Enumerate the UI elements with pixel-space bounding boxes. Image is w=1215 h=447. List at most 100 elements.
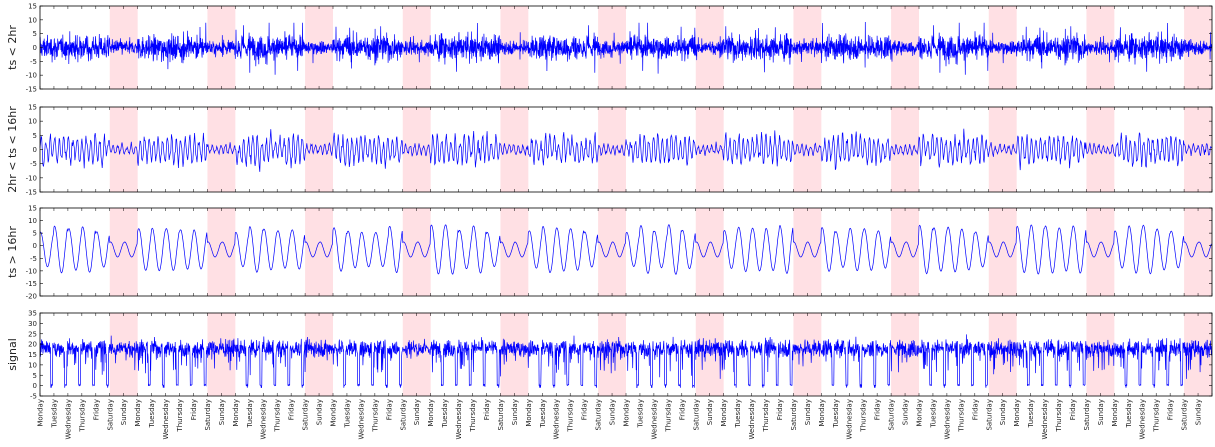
y-tick-label: 0 — [33, 44, 37, 52]
weekend-shade — [500, 208, 529, 296]
x-tick-label: Wednesday — [650, 399, 658, 440]
y-tick-label: 0 — [33, 242, 37, 250]
x-tick-label: Friday — [874, 399, 882, 420]
y-tick-label: -10 — [26, 267, 37, 275]
x-tick-label: Sunday — [804, 399, 812, 425]
x-tick-label: Friday — [1069, 399, 1077, 420]
x-tick-label: Saturday — [790, 399, 798, 431]
x-tick-label: Thursday — [957, 399, 965, 433]
x-tick-label: Wednesday — [64, 399, 72, 440]
x-tick-label: Tuesday — [343, 399, 351, 428]
panel-signal: -5 0 5 10 15 20 25 30 35 signal — [6, 310, 1213, 401]
x-tick-label: Saturday — [985, 399, 993, 431]
x-tick-label: Friday — [190, 399, 198, 420]
y-axis-label: signal — [6, 338, 19, 371]
x-tick-label: Friday — [385, 399, 393, 420]
x-tick-label: Saturday — [888, 399, 896, 431]
y-tick-label: -20 — [26, 293, 37, 301]
x-tick-label: Sunday — [706, 399, 714, 425]
x-tick-label: Wednesday — [455, 399, 463, 440]
weekend-shade — [402, 107, 431, 192]
x-tick-label: Tuesday — [1125, 399, 1133, 428]
x-tick-label: Thursday — [1055, 399, 1063, 433]
x-tick-label: Monday — [134, 399, 142, 427]
weekend-shade — [598, 313, 626, 396]
x-tick-label: Sunday — [902, 399, 910, 425]
x-tick-label: Tuesday — [929, 399, 937, 428]
y-tick-label: 5 — [33, 30, 37, 38]
x-tick-label: Monday — [720, 399, 728, 427]
x-tick-label: Sunday — [218, 399, 226, 425]
x-tick-label: Monday — [916, 399, 924, 427]
x-tick-label: Thursday — [762, 399, 770, 433]
weekend-shade — [891, 107, 919, 192]
y-axis-label: ts < 2hr — [6, 25, 19, 70]
weekend-shade — [598, 208, 626, 296]
x-tick-label: Wednesday — [260, 399, 268, 440]
weekend-shade — [695, 208, 724, 296]
x-tick-label: Friday — [92, 399, 100, 420]
x-tick-label: Tuesday — [734, 399, 742, 428]
x-tick-label: Wednesday — [357, 399, 365, 440]
weekend-shade — [402, 208, 431, 296]
weekend-shade — [1086, 208, 1115, 296]
x-tick-label: Wednesday — [943, 399, 951, 440]
x-tick-label: Monday — [1013, 399, 1021, 427]
x-tick-label: Wednesday — [1041, 399, 1049, 440]
x-tick-label: Friday — [971, 399, 979, 420]
x-tick-label: Tuesday — [636, 399, 644, 428]
x-tick-label: Thursday — [176, 399, 184, 433]
y-tick-label: -15 — [26, 189, 37, 197]
y-axis-label: 2hr < ts < 16hr — [6, 106, 19, 193]
y-tick-label: 0 — [33, 382, 37, 390]
weekend-shade — [988, 208, 1017, 296]
y-tick-label: 25 — [28, 330, 37, 338]
y-tick-label: 10 — [28, 217, 37, 225]
x-tick-label: Tuesday — [50, 399, 58, 428]
x-tick-label: Sunday — [609, 399, 617, 425]
x-tick-label: Sunday — [413, 399, 421, 425]
weekend-shade — [793, 313, 822, 396]
x-tick-label: Saturday — [1181, 399, 1189, 431]
x-tick-label: Wednesday — [162, 399, 170, 440]
panel-ts-gt-16hr: -20 -15 -10 -5 0 5 10 15 ts > 16hr — [6, 205, 1213, 301]
x-tick-label: Saturday — [497, 399, 505, 431]
x-tick-label: Thursday — [469, 399, 477, 433]
x-tick-label: Friday — [678, 399, 686, 420]
y-tick-label: -10 — [26, 72, 37, 80]
weekend-shade — [109, 313, 138, 396]
series-line — [39, 21, 1213, 75]
y-tick-label: -5 — [30, 160, 37, 168]
x-tick-label: Thursday — [371, 399, 379, 433]
series-line — [39, 334, 1213, 389]
y-tick-label: 10 — [28, 361, 37, 369]
x-tick-label: Monday — [427, 399, 435, 427]
x-tick-label: Thursday — [664, 399, 672, 433]
y-tick-label: 10 — [28, 118, 37, 126]
x-tick-label: Sunday — [316, 399, 324, 425]
x-tick-label: Sunday — [1097, 399, 1105, 425]
x-tick-label: Saturday — [1083, 399, 1091, 431]
x-tick-label: Monday — [330, 399, 338, 427]
y-tick-label: 0 — [33, 146, 37, 154]
x-tick-label: Tuesday — [832, 399, 840, 428]
x-tick-label: Wednesday — [1139, 399, 1147, 440]
x-tick-label: Thursday — [567, 399, 575, 433]
x-tick-label: Tuesday — [539, 399, 547, 428]
y-tick-label: -15 — [26, 86, 37, 94]
weekend-shade — [891, 208, 919, 296]
x-tick-label: Monday — [1111, 399, 1119, 427]
x-tick-label: Monday — [525, 399, 533, 427]
weekend-shade — [1184, 107, 1212, 192]
y-tick-label: 20 — [28, 341, 37, 349]
x-tick-label: Monday — [623, 399, 631, 427]
x-tick-label: Thursday — [274, 399, 282, 433]
x-tick-label: Saturday — [204, 399, 212, 431]
x-tick-label: Monday — [818, 399, 826, 427]
x-tick-label: Friday — [483, 399, 491, 420]
x-tick-label: Saturday — [302, 399, 310, 431]
x-tick-label: Saturday — [595, 399, 603, 431]
y-tick-label: 15 — [28, 3, 37, 11]
y-axis-label: ts > 16hr — [6, 226, 19, 278]
y-tick-label: -15 — [26, 280, 37, 288]
